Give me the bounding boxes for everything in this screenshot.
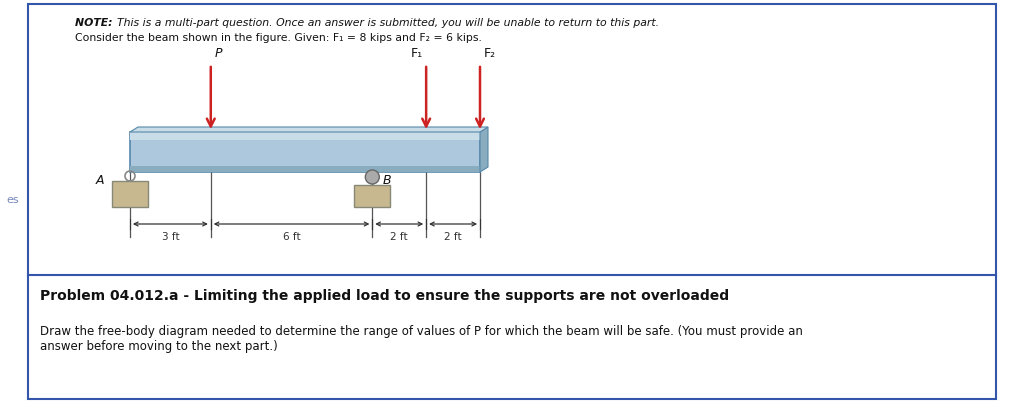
Text: answer before moving to the next part.): answer before moving to the next part.) <box>40 340 278 353</box>
Text: F₂: F₂ <box>484 47 496 60</box>
Text: 2 ft: 2 ft <box>444 232 462 242</box>
Text: 2 ft: 2 ft <box>390 232 408 242</box>
Text: Draw the free-body diagram needed to determine the range of values of P for whic: Draw the free-body diagram needed to det… <box>40 325 803 338</box>
Polygon shape <box>130 127 488 132</box>
Text: Consider the beam shown in the figure. Given: F₁ = 8 kips and F₂ = 6 kips.: Consider the beam shown in the figure. G… <box>75 33 482 43</box>
Bar <box>112 181 148 207</box>
Bar <box>354 185 390 207</box>
Polygon shape <box>480 127 488 172</box>
Text: A: A <box>95 174 104 187</box>
Bar <box>130 132 480 172</box>
Bar <box>130 132 480 140</box>
Text: 6 ft: 6 ft <box>283 232 300 242</box>
Text: Problem 04.012.a - Limiting the applied load to ensure the supports are not over: Problem 04.012.a - Limiting the applied … <box>40 289 729 303</box>
Bar <box>130 166 480 172</box>
Text: F₁: F₁ <box>411 47 423 60</box>
Text: NOTE:: NOTE: <box>75 18 117 28</box>
FancyBboxPatch shape <box>28 4 996 399</box>
Text: P: P <box>215 47 222 60</box>
Text: This is a multi-part question. Once an answer is submitted, you will be unable t: This is a multi-part question. Once an a… <box>117 18 659 28</box>
Text: 3 ft: 3 ft <box>162 232 179 242</box>
Text: B: B <box>382 174 391 187</box>
Text: es: es <box>6 195 18 205</box>
Circle shape <box>366 170 379 184</box>
